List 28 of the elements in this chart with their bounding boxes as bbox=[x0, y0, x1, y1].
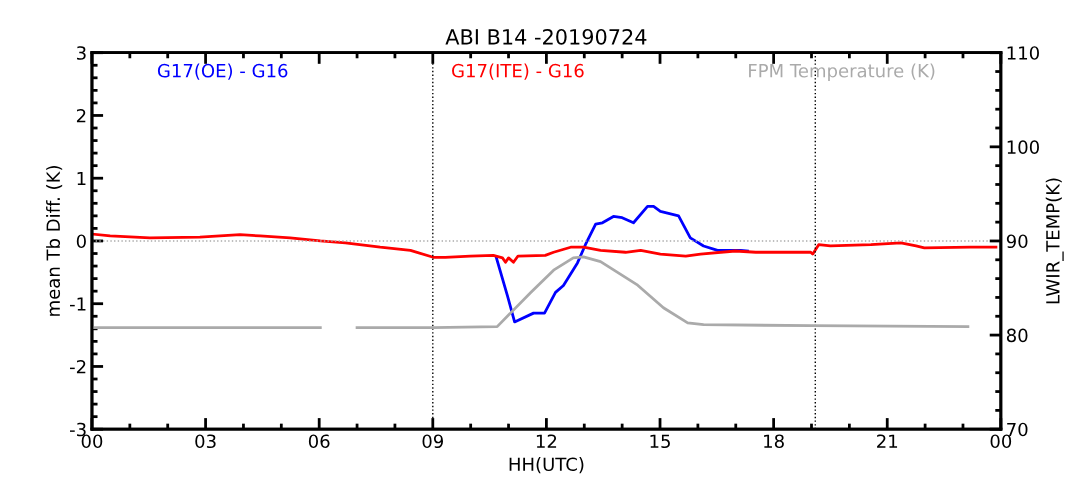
x-tick-label: 21 bbox=[877, 434, 898, 448]
x-tick-label: 15 bbox=[650, 434, 670, 449]
y-axis-title: mean Tb Diff. (K) bbox=[46, 166, 63, 316]
y2-axis-title: LWIR_TEMP(K) bbox=[1045, 178, 1064, 304]
x-tick-label: 12 bbox=[536, 434, 557, 448]
y2-tick-label: 110 bbox=[1007, 46, 1039, 60]
y-tick-label: 2 bbox=[76, 108, 86, 123]
chart-title: ABI B14 -20190724 bbox=[445, 28, 647, 45]
x-tick-label: 18 bbox=[764, 434, 784, 449]
x-tick-label: 03 bbox=[195, 434, 216, 449]
y-tick-label: 0 bbox=[76, 234, 86, 249]
text: G17(OE) - G16 bbox=[157, 63, 288, 80]
y-tick-label: 3 bbox=[77, 46, 86, 60]
y2-tick-label: 90 bbox=[1006, 234, 1028, 249]
text: FPM Temperature (K) bbox=[749, 63, 935, 82]
y-tick-label: -2 bbox=[69, 359, 86, 374]
x-tick-label: 00 bbox=[990, 434, 1012, 449]
line-series bbox=[91, 232, 998, 264]
y2-tick-label: 80 bbox=[1006, 328, 1028, 343]
y-tick-label: -1 bbox=[69, 297, 86, 311]
y2-tick-label: 70 bbox=[1007, 422, 1028, 437]
x-tick-label: 06 bbox=[308, 434, 330, 449]
x-axis-title: HH(UTC) bbox=[509, 457, 584, 474]
y-tick-label: 1 bbox=[77, 171, 86, 186]
text: G17(ITE) - G16 bbox=[452, 63, 584, 80]
y2-tick-label: 100 bbox=[1007, 140, 1039, 154]
line-series bbox=[495, 205, 749, 324]
x-tick-label: 09 bbox=[422, 434, 444, 449]
